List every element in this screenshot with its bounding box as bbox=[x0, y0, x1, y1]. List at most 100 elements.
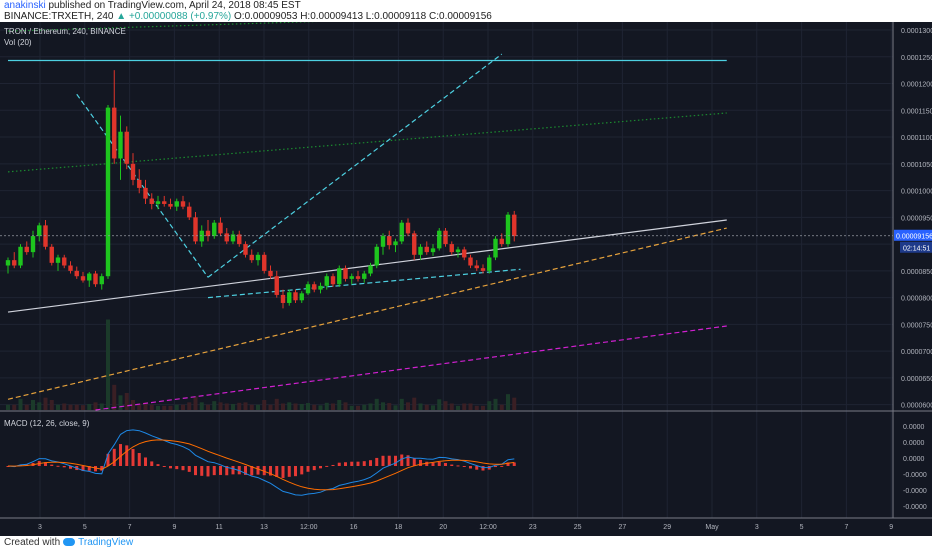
candle-body[interactable] bbox=[443, 230, 448, 245]
candle-body[interactable] bbox=[380, 236, 386, 247]
candle-body[interactable] bbox=[68, 265, 73, 271]
trend-line-support-white[interactable] bbox=[7, 219, 727, 313]
volume-bar bbox=[437, 399, 442, 410]
candle-body[interactable] bbox=[412, 233, 417, 255]
candle-body[interactable] bbox=[168, 203, 173, 207]
candle-body[interactable] bbox=[212, 222, 217, 237]
candle-body[interactable] bbox=[455, 249, 461, 253]
candle-body[interactable] bbox=[49, 246, 54, 263]
volume-bar bbox=[218, 402, 223, 410]
candle-body[interactable] bbox=[30, 236, 36, 253]
candle-body[interactable] bbox=[368, 265, 373, 274]
candle-body[interactable] bbox=[399, 222, 404, 242]
candle-body[interactable] bbox=[268, 270, 273, 277]
candle-body[interactable] bbox=[274, 276, 279, 295]
candle-body[interactable] bbox=[93, 273, 98, 285]
candle-body[interactable] bbox=[180, 201, 186, 207]
candle-body[interactable] bbox=[112, 107, 117, 159]
candle-body[interactable] bbox=[243, 244, 248, 255]
candle-body[interactable] bbox=[299, 293, 304, 301]
candle-body[interactable] bbox=[74, 270, 79, 277]
candle-body[interactable] bbox=[255, 254, 261, 261]
candle-body[interactable] bbox=[218, 222, 223, 234]
candle-body[interactable] bbox=[318, 285, 323, 290]
candle-body[interactable] bbox=[24, 246, 29, 253]
candle-body[interactable] bbox=[12, 260, 17, 266]
macd-histogram-bar bbox=[206, 466, 210, 477]
x-tick-label: 16 bbox=[350, 524, 358, 531]
candle-body[interactable] bbox=[18, 246, 23, 266]
candle-body[interactable] bbox=[293, 292, 298, 301]
candle-body[interactable] bbox=[280, 294, 286, 303]
candle-body[interactable] bbox=[37, 225, 42, 237]
macd-histogram-bar bbox=[400, 454, 404, 466]
candle-body[interactable] bbox=[187, 206, 192, 218]
candle-body[interactable] bbox=[87, 273, 92, 281]
trend-line-cyan-up[interactable] bbox=[207, 53, 503, 278]
candle-body[interactable] bbox=[262, 254, 267, 271]
candle-body[interactable] bbox=[205, 230, 211, 237]
macd-histogram-bar bbox=[81, 466, 85, 472]
candle-body[interactable] bbox=[118, 131, 123, 159]
candle-body[interactable] bbox=[237, 234, 242, 245]
candle-body[interactable] bbox=[437, 230, 442, 249]
candle-body[interactable] bbox=[324, 276, 329, 286]
candle-body[interactable] bbox=[387, 236, 392, 246]
candle-body[interactable] bbox=[193, 217, 198, 242]
candle-body[interactable] bbox=[137, 179, 142, 188]
candle-body[interactable] bbox=[337, 268, 342, 285]
candle-body[interactable] bbox=[124, 131, 129, 164]
price-chart[interactable]: 0.00013000 0.00012500 0.00012000 0.00011500… bbox=[0, 22, 932, 536]
author-link[interactable]: anakinski bbox=[4, 0, 46, 11]
candle-body[interactable] bbox=[99, 276, 104, 285]
candle-body[interactable] bbox=[312, 284, 317, 290]
trend-line-cyan-down[interactable] bbox=[76, 93, 209, 278]
candle-body[interactable] bbox=[405, 222, 411, 234]
countdown-tag bbox=[900, 241, 932, 253]
candle-body[interactable] bbox=[149, 198, 154, 204]
candle-body[interactable] bbox=[418, 246, 423, 255]
candle-body[interactable] bbox=[287, 292, 292, 303]
candle-body[interactable] bbox=[512, 214, 517, 237]
candle-body[interactable] bbox=[105, 107, 111, 277]
candle-body[interactable] bbox=[462, 249, 467, 258]
candle-body[interactable] bbox=[224, 233, 229, 242]
candle-body[interactable] bbox=[355, 276, 361, 279]
candle-body[interactable] bbox=[55, 257, 61, 263]
candle-body[interactable] bbox=[343, 268, 348, 279]
candle-body[interactable] bbox=[362, 273, 367, 279]
candle-body[interactable] bbox=[349, 276, 354, 279]
candle-body[interactable] bbox=[174, 201, 179, 207]
candle-body[interactable] bbox=[62, 257, 67, 266]
candle-body[interactable] bbox=[430, 248, 436, 253]
candle-body[interactable] bbox=[424, 246, 429, 253]
trend-line-orange-dashed[interactable] bbox=[7, 227, 727, 400]
candle-body[interactable] bbox=[143, 187, 148, 199]
candle-body[interactable] bbox=[230, 234, 236, 242]
trend-line-magenta-dashed[interactable] bbox=[95, 325, 727, 411]
macd-histogram-bar bbox=[87, 466, 91, 471]
candle-body[interactable] bbox=[155, 201, 161, 204]
candle-body[interactable] bbox=[130, 163, 136, 180]
candle-body[interactable] bbox=[487, 257, 492, 271]
volume-bar bbox=[31, 400, 35, 410]
candle-body[interactable] bbox=[468, 257, 473, 266]
candle-body[interactable] bbox=[249, 254, 254, 261]
candle-body[interactable] bbox=[374, 246, 379, 266]
candle-body[interactable] bbox=[449, 244, 454, 253]
macd-histogram-bar bbox=[156, 464, 160, 466]
candle-body[interactable] bbox=[499, 238, 504, 245]
candle-body[interactable] bbox=[305, 284, 311, 294]
chart-header: anakinski published on TradingView.com, … bbox=[0, 0, 932, 22]
candle-body[interactable] bbox=[393, 241, 398, 246]
tradingview-brand[interactable]: TradingView bbox=[78, 537, 134, 548]
candle-body[interactable] bbox=[493, 238, 498, 258]
candle-body[interactable] bbox=[80, 276, 86, 281]
candle-body[interactable] bbox=[505, 214, 511, 245]
candle-body[interactable] bbox=[330, 276, 336, 285]
candle-body[interactable] bbox=[162, 201, 167, 204]
candle-body[interactable] bbox=[474, 265, 479, 269]
candle-body[interactable] bbox=[480, 268, 486, 271]
candle-body[interactable] bbox=[5, 260, 11, 266]
trend-line-cyan-lower[interactable] bbox=[207, 268, 521, 299]
